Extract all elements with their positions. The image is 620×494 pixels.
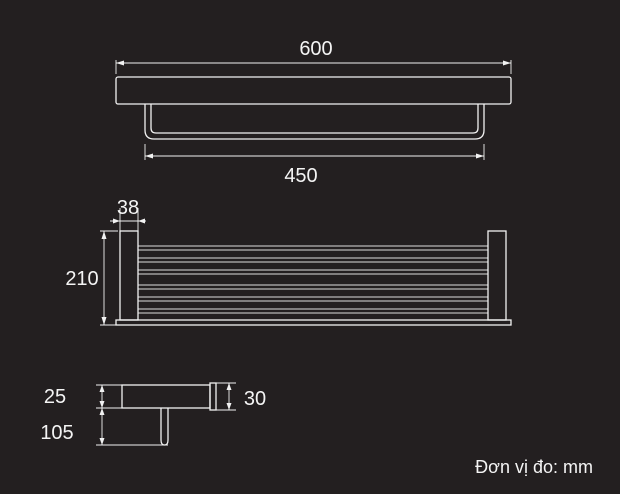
rail-2 [137,257,489,263]
rail-1 [137,245,489,251]
dimension-label-25: 25 [44,386,66,408]
dimension-600: 600 [115,38,512,74]
top-view: 600 450 [115,38,512,187]
dimension-label-105: 105 [40,422,73,444]
dimension-450: 450 [144,144,485,187]
dimension-30: 30 [216,382,266,411]
dimension-label-210: 210 [65,268,98,290]
dimension-label-600: 600 [299,38,332,60]
towel-bar-inner [150,104,479,134]
front-view: 38 210 [65,197,512,326]
dimension-210: 210 [65,230,118,326]
wall-mount-block [209,382,217,411]
unit-note: Đơn vị đo: mm [475,457,593,477]
dimension-25-105: 25 105 [40,384,168,446]
rail-3 [137,269,489,275]
dimension-label-450: 450 [284,165,317,187]
dimension-38: 38 [110,197,146,231]
base-plate [115,319,512,326]
rail-4 [137,284,489,290]
dimension-label-30: 30 [244,388,266,410]
shelf-plate-top [115,76,512,105]
rail-5 [137,296,489,302]
towel-bar-outer [144,104,485,140]
dimension-label-38: 38 [117,197,139,219]
hanging-rod [160,408,169,446]
side-view: 25 105 30 [40,382,266,446]
rail-6 [137,308,489,314]
